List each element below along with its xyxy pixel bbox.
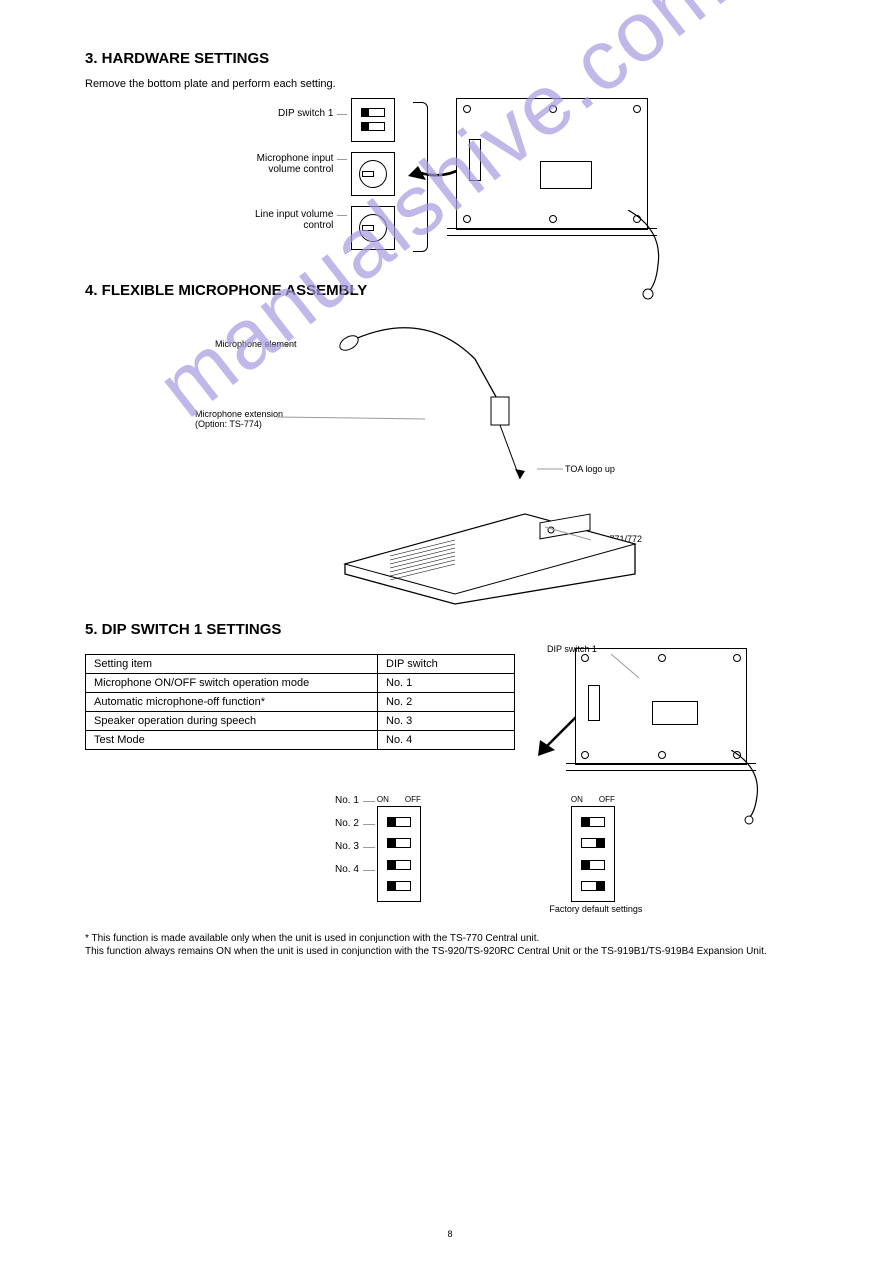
table-row: Speaker operation during speechNo. 3 bbox=[86, 711, 515, 730]
label-factory-default: Factory default settings bbox=[541, 904, 651, 914]
dip-switch-icon bbox=[351, 98, 395, 142]
dip-block-left: ONOFF bbox=[377, 795, 421, 902]
assembly-diagram: Microphone element Microphone extension … bbox=[265, 309, 765, 609]
table-header-item: Setting item bbox=[86, 654, 378, 673]
label-mic-extension: Microphone extension (Option: TS-774) bbox=[195, 409, 283, 429]
section-title-hardware: 3. HARDWARE SETTINGS bbox=[85, 50, 823, 67]
label-toa-logo: TOA logo up bbox=[565, 464, 615, 474]
device-bottom-diagram-2 bbox=[575, 648, 747, 765]
label-line-input-vol: Line input volume control bbox=[255, 209, 333, 231]
dip-footnote: * This function is made available only w… bbox=[85, 932, 823, 959]
table-row: Automatic microphone-off function*No. 2 bbox=[86, 692, 515, 711]
mic-vol-knob-icon bbox=[351, 152, 395, 196]
label-dip-switch-1: DIP switch 1 bbox=[255, 108, 333, 119]
page-footer: 8 bbox=[80, 1229, 820, 1241]
label-mic-element: Microphone element bbox=[215, 339, 297, 349]
page-number: 8 bbox=[80, 1229, 820, 1241]
section-title-dip: 5. DIP SWITCH 1 SETTINGS bbox=[85, 621, 823, 638]
label-dip-switch-1b: DIP switch 1 bbox=[547, 644, 597, 654]
dip-block-default: ONOFF Factory default settings bbox=[571, 795, 651, 914]
control-labels-col: DIP switch 1 Microphone input volume con… bbox=[255, 98, 333, 231]
section-body-hardware: Remove the bottom plate and perform each… bbox=[85, 77, 823, 92]
dip-settings-table: Setting itemDIP switch Microphone ON/OFF… bbox=[85, 654, 515, 750]
line-vol-knob-icon bbox=[351, 206, 395, 250]
table-row: Setting itemDIP switch bbox=[86, 654, 515, 673]
label-mic-input-vol: Microphone input volume control bbox=[255, 153, 333, 175]
base-unit-icon bbox=[335, 474, 645, 614]
dip-number-labels: No. 1 No. 2 No. 3 No. 4 bbox=[335, 795, 359, 875]
gooseneck-icon bbox=[618, 210, 678, 300]
table-header-switch: DIP switch bbox=[378, 654, 515, 673]
section-title-assembly: 4. FLEXIBLE MICROPHONE ASSEMBLY bbox=[85, 282, 823, 299]
gooseneck-icon-2 bbox=[723, 750, 773, 825]
table-row: Microphone ON/OFF switch operation modeN… bbox=[86, 673, 515, 692]
table-row: Test ModeNo. 4 bbox=[86, 730, 515, 749]
control-icons-col bbox=[351, 98, 395, 250]
